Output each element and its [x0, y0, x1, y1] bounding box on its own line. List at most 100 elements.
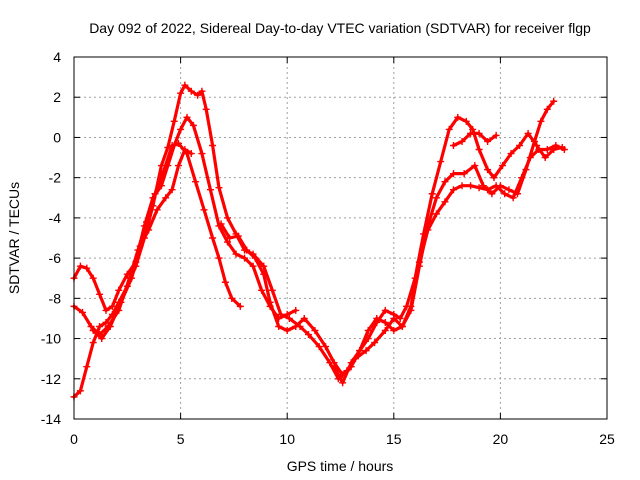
- data-point: [505, 186, 513, 194]
- series-track-7: [449, 129, 500, 149]
- data-point: [458, 182, 466, 190]
- data-point: [215, 254, 223, 262]
- data-point: [330, 363, 338, 371]
- data-point: [300, 314, 308, 322]
- data-point: [462, 117, 470, 125]
- y-tick-label: 4: [53, 49, 61, 65]
- data-point: [98, 335, 106, 343]
- data-point: [469, 125, 477, 133]
- data-point: [292, 306, 300, 314]
- y-tick-label: 0: [53, 129, 61, 145]
- data-point: [381, 327, 389, 335]
- data-point: [181, 81, 189, 89]
- x-tick-label: 15: [386, 431, 402, 447]
- data-point: [541, 154, 549, 162]
- data-point: [475, 146, 483, 154]
- y-tick-label: -4: [49, 210, 62, 226]
- data-point: [484, 186, 492, 194]
- data-point: [192, 178, 200, 186]
- data-point: [362, 347, 370, 355]
- data-point: [396, 314, 404, 322]
- data-point: [445, 125, 453, 133]
- x-axis-label: GPS time / hours: [287, 458, 394, 474]
- data-point: [526, 154, 534, 162]
- data-point: [123, 270, 131, 278]
- x-tick-label: 25: [599, 431, 615, 447]
- data-point: [467, 182, 475, 190]
- data-point: [283, 327, 291, 335]
- data-point: [170, 117, 178, 125]
- data-point: [339, 379, 347, 387]
- data-point: [467, 129, 475, 137]
- data-point: [221, 278, 229, 286]
- data-point: [189, 121, 197, 129]
- series-line: [72, 83, 556, 399]
- data-point: [102, 306, 110, 314]
- data-point: [441, 178, 449, 186]
- data-point: [475, 184, 483, 192]
- data-point: [181, 146, 189, 154]
- data-point: [128, 274, 136, 282]
- data-point: [258, 286, 266, 294]
- y-tick-label: -12: [41, 371, 61, 387]
- data-point: [117, 298, 125, 306]
- data-point: [454, 113, 462, 121]
- data-point: [83, 264, 91, 272]
- data-point: [428, 190, 436, 198]
- data-point: [381, 306, 389, 314]
- data-point: [187, 87, 195, 95]
- data-point: [198, 150, 206, 158]
- data-point: [381, 318, 389, 326]
- data-point: [390, 310, 398, 318]
- data-point: [268, 286, 276, 294]
- data-point: [364, 335, 372, 343]
- data-point: [285, 314, 293, 322]
- data-point: [490, 174, 498, 182]
- data-point: [194, 91, 202, 99]
- series-line: [72, 115, 298, 320]
- data-point: [162, 194, 170, 202]
- data-point: [507, 150, 515, 158]
- data-point: [524, 129, 532, 137]
- data-point: [260, 262, 268, 270]
- data-series: [70, 81, 568, 401]
- x-tick-label: 10: [279, 431, 295, 447]
- data-point: [251, 254, 259, 262]
- y-tick-label: -8: [49, 290, 62, 306]
- data-point: [398, 322, 406, 330]
- data-point: [543, 146, 551, 154]
- data-point: [226, 234, 234, 242]
- data-point: [311, 327, 319, 335]
- data-point: [460, 170, 468, 178]
- data-point: [76, 262, 84, 270]
- data-point: [108, 302, 116, 310]
- data-point: [403, 302, 411, 310]
- data-point: [292, 322, 300, 330]
- data-point: [364, 327, 372, 335]
- data-point: [232, 250, 240, 258]
- data-point: [499, 162, 507, 170]
- data-point: [202, 105, 210, 113]
- data-point: [140, 222, 148, 230]
- data-point: [187, 150, 195, 158]
- data-point: [458, 137, 466, 145]
- y-axis-label: SDTVAR / TECUs: [6, 182, 22, 294]
- data-point: [322, 343, 330, 351]
- data-point: [206, 186, 214, 194]
- data-point: [305, 331, 313, 339]
- data-point: [243, 246, 251, 254]
- data-point: [136, 242, 144, 250]
- x-tick-label: 5: [177, 431, 185, 447]
- data-point: [76, 387, 84, 395]
- data-point: [153, 206, 161, 214]
- data-point: [501, 190, 509, 198]
- data-point: [96, 290, 104, 298]
- plot-frame: [73, 56, 608, 420]
- data-point: [234, 232, 242, 240]
- data-point: [198, 87, 206, 95]
- data-point: [183, 113, 191, 121]
- data-point: [177, 89, 185, 97]
- data-point: [492, 182, 500, 190]
- series-track-6: [330, 113, 566, 387]
